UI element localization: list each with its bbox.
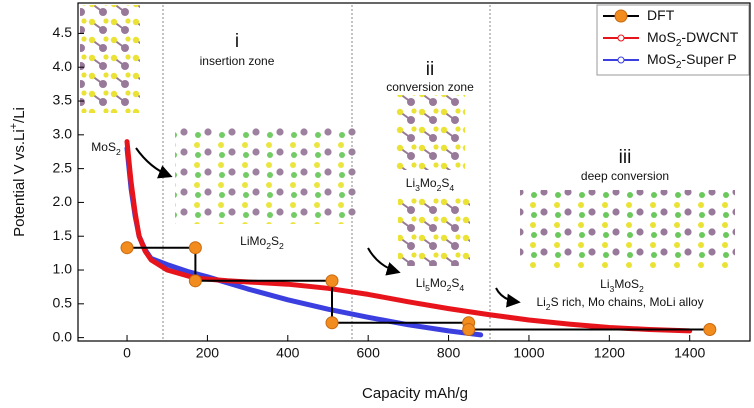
y-tick-label: 1.0	[53, 261, 73, 277]
y-tick-label: 3.5	[53, 92, 73, 108]
y-tick-label: 2.5	[53, 159, 73, 175]
x-tick-label: 1400	[674, 345, 705, 361]
x-tick-label: 1000	[513, 345, 544, 361]
legend-marker	[614, 9, 628, 23]
series-line	[124, 139, 693, 334]
data-point	[703, 323, 717, 337]
data-point	[462, 323, 476, 337]
x-axis-label: Capacity mAh/g	[362, 385, 468, 402]
plot-frame	[77, 2, 751, 342]
data-point	[325, 274, 339, 288]
legend-marker	[617, 34, 625, 42]
x-tick-label: 800	[437, 345, 461, 361]
data-point	[325, 316, 339, 330]
y-axis-label: Potential V vs.Li+/Li	[8, 107, 28, 237]
x-tick-label: 1200	[594, 345, 625, 361]
annotation: Li5Mo2S4	[416, 276, 465, 293]
x-tick-label: 600	[357, 345, 381, 361]
data-point	[188, 241, 202, 255]
legend-marker	[617, 56, 625, 64]
legend-label: DFT	[647, 7, 675, 23]
y-tick-label: 0.5	[53, 295, 73, 311]
x-tick-label: 200	[196, 345, 220, 361]
y-tick-label: 4.0	[53, 58, 73, 74]
x-tick-label: 400	[276, 345, 300, 361]
annotation: Li2S rich, Mo chains, MoLi alloy	[536, 295, 703, 312]
annotation: MoS2	[91, 140, 121, 157]
data-point	[120, 241, 134, 255]
legend-label: MoS2-DWCNT	[647, 29, 739, 49]
annotation: i	[235, 31, 239, 52]
x-tick-label: 0	[123, 345, 131, 361]
decoration	[80, 5, 735, 341]
legend-label: MoS2-Super P	[647, 51, 737, 71]
y-tick-label: 4.5	[53, 24, 73, 40]
annotation: LiMo2S2	[240, 234, 284, 251]
annotation: ii	[426, 59, 434, 80]
annotation: iii	[619, 147, 632, 168]
data-point	[188, 274, 202, 288]
annotation: deep conversion	[581, 169, 669, 183]
annotation: Li3Mo2S4	[406, 176, 455, 193]
y-tick-label: 0.0	[53, 328, 73, 344]
annotation: conversion zone	[386, 80, 474, 94]
annotation: Li3MoS2	[600, 277, 644, 294]
annotation: insertion zone	[200, 54, 275, 68]
y-tick-label: 2.0	[53, 193, 73, 209]
y-tick-label: 3.0	[53, 126, 73, 142]
y-tick-label: 1.5	[53, 227, 73, 243]
